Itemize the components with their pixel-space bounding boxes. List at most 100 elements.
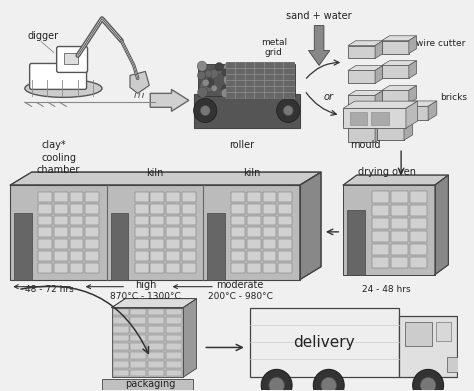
Bar: [207, 213, 225, 280]
Circle shape: [222, 84, 230, 93]
Polygon shape: [399, 103, 408, 122]
Circle shape: [242, 75, 251, 85]
Text: bricks: bricks: [440, 93, 467, 102]
Circle shape: [313, 369, 344, 391]
Bar: [231, 251, 245, 261]
Bar: [343, 185, 435, 275]
FancyBboxPatch shape: [30, 63, 87, 90]
Polygon shape: [130, 72, 149, 93]
Bar: [410, 231, 427, 242]
Bar: [113, 352, 128, 359]
Polygon shape: [10, 172, 321, 185]
Bar: [135, 263, 148, 273]
Bar: [166, 215, 180, 226]
Bar: [112, 308, 183, 377]
Circle shape: [269, 377, 284, 391]
Bar: [410, 257, 427, 268]
Circle shape: [253, 77, 260, 84]
Bar: [278, 204, 292, 213]
Bar: [263, 192, 276, 202]
Polygon shape: [409, 36, 417, 54]
Circle shape: [283, 106, 293, 115]
Bar: [247, 239, 261, 249]
Bar: [113, 369, 128, 377]
Bar: [130, 317, 146, 324]
Bar: [14, 213, 32, 280]
Bar: [401, 106, 428, 120]
Bar: [391, 244, 408, 255]
Polygon shape: [375, 66, 383, 83]
Bar: [350, 112, 367, 125]
Bar: [70, 239, 83, 249]
Bar: [371, 112, 389, 125]
Text: 870°C - 1300°C: 870°C - 1300°C: [110, 292, 181, 301]
Bar: [111, 213, 128, 280]
Bar: [135, 251, 148, 261]
Bar: [54, 263, 68, 273]
Polygon shape: [370, 105, 379, 124]
Text: 200°C - 980°C: 200°C - 980°C: [208, 292, 273, 301]
Circle shape: [224, 69, 235, 81]
Bar: [85, 228, 99, 237]
Text: kiln: kiln: [243, 168, 260, 178]
Polygon shape: [343, 101, 418, 108]
Bar: [85, 251, 99, 261]
Bar: [410, 204, 427, 216]
Bar: [130, 343, 146, 350]
Bar: [130, 308, 146, 315]
Bar: [377, 126, 404, 140]
Bar: [54, 251, 68, 261]
Bar: [113, 343, 128, 350]
Bar: [343, 110, 370, 124]
Bar: [372, 257, 389, 268]
Bar: [399, 316, 457, 377]
Bar: [135, 228, 148, 237]
Polygon shape: [409, 86, 417, 103]
Circle shape: [205, 70, 212, 77]
Bar: [148, 352, 164, 359]
Bar: [343, 108, 406, 128]
Circle shape: [275, 75, 282, 82]
Bar: [231, 215, 245, 226]
Bar: [182, 192, 196, 202]
Bar: [391, 231, 408, 242]
Bar: [231, 263, 245, 273]
Bar: [391, 218, 408, 229]
Bar: [148, 361, 164, 368]
Text: high: high: [135, 280, 156, 290]
Bar: [135, 215, 148, 226]
Bar: [113, 361, 128, 368]
Polygon shape: [375, 41, 383, 59]
Bar: [278, 251, 292, 261]
Bar: [38, 228, 52, 237]
Bar: [70, 215, 83, 226]
Polygon shape: [372, 103, 408, 108]
Circle shape: [210, 69, 219, 78]
Polygon shape: [343, 105, 379, 110]
Circle shape: [251, 86, 262, 97]
Circle shape: [201, 106, 210, 115]
Bar: [148, 369, 164, 377]
Bar: [166, 204, 180, 213]
Bar: [372, 204, 389, 216]
Bar: [348, 95, 375, 108]
Circle shape: [222, 69, 229, 76]
Bar: [263, 215, 276, 226]
Polygon shape: [300, 172, 321, 280]
Circle shape: [202, 79, 209, 86]
Bar: [54, 192, 68, 202]
Bar: [247, 204, 261, 213]
Circle shape: [215, 63, 223, 71]
Circle shape: [278, 67, 289, 79]
Polygon shape: [375, 123, 384, 142]
Circle shape: [274, 82, 282, 90]
Bar: [166, 369, 182, 377]
Circle shape: [321, 377, 337, 391]
Bar: [54, 239, 68, 249]
Bar: [391, 204, 408, 216]
Bar: [38, 239, 52, 249]
Bar: [410, 244, 427, 255]
Circle shape: [227, 65, 234, 72]
Bar: [447, 357, 459, 372]
Bar: [278, 215, 292, 226]
